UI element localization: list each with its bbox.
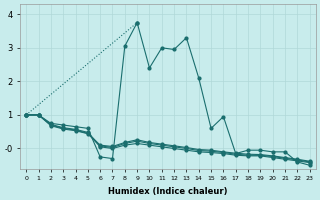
X-axis label: Humidex (Indice chaleur): Humidex (Indice chaleur): [108, 187, 228, 196]
